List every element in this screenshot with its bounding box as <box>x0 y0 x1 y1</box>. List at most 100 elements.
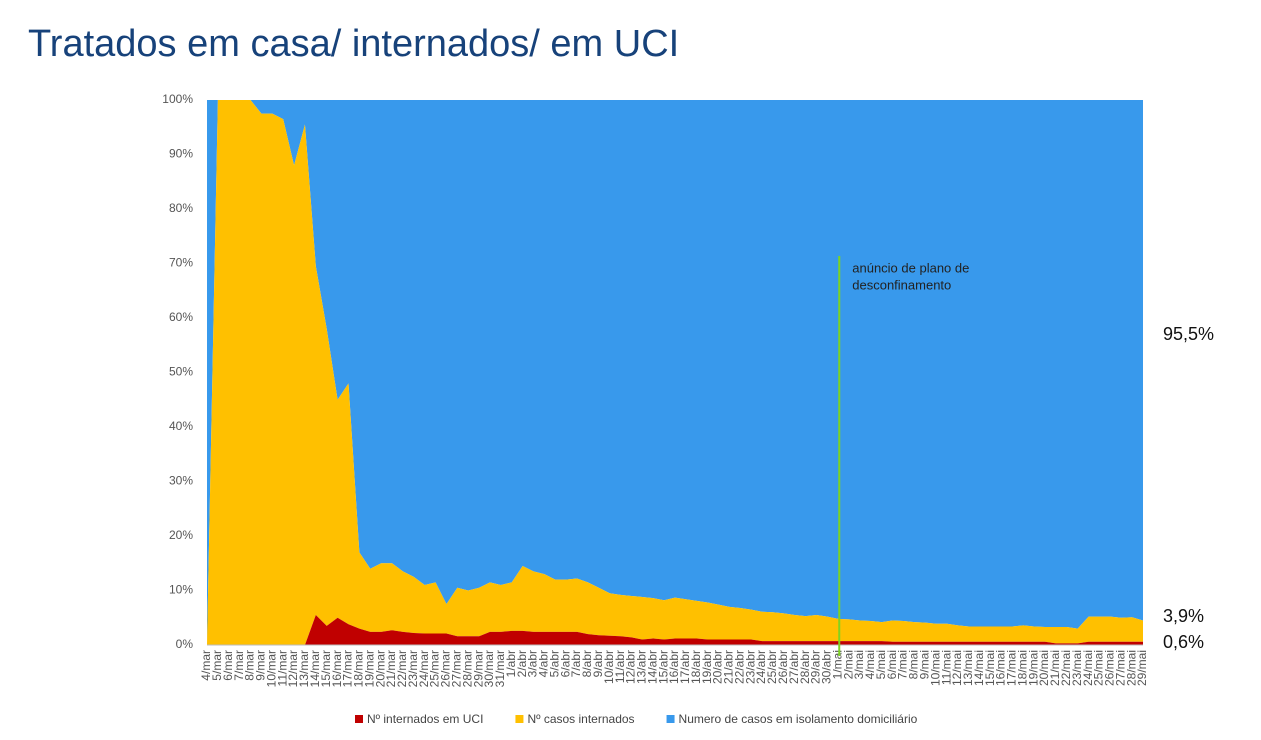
x-tick-label: 12/abr <box>624 650 638 684</box>
x-tick-label: 5/mar <box>210 650 224 681</box>
legend-label: Nº internados em UCI <box>367 712 483 726</box>
legend-label: Nº casos internados <box>527 712 634 726</box>
x-tick-label: 5/abr <box>547 650 561 677</box>
y-tick-label: 10% <box>169 583 193 597</box>
x-tick-label: 27/mar <box>449 650 463 687</box>
x-tick-label: 3/mai <box>852 650 866 679</box>
data-label: 0,6% <box>1163 632 1204 652</box>
x-tick-label: 26/mai <box>1103 650 1117 686</box>
x-tick-label: 9/abr <box>591 650 605 677</box>
x-tick-label: 20/mai <box>1037 650 1051 686</box>
x-tick-label: 26/abr <box>776 650 790 684</box>
x-tick-label: 16/mai <box>994 650 1008 686</box>
x-tick-label: 28/mai <box>1124 650 1138 686</box>
x-tick-label: 16/mar <box>330 650 344 687</box>
x-tick-label: 11/mai <box>939 650 953 685</box>
x-tick-label: 18/mar <box>352 650 366 687</box>
x-tick-label: 10/mai <box>928 650 942 686</box>
x-tick-label: 9/mar <box>254 650 268 681</box>
x-tick-label: 8/abr <box>580 650 594 677</box>
x-tick-label: 27/mai <box>1113 650 1127 686</box>
x-tick-label: 20/abr <box>711 650 725 684</box>
x-tick-label: 17/mar <box>341 650 355 687</box>
x-tick-label: 9/mai <box>917 650 931 679</box>
x-tick-label: 30/mar <box>482 650 496 687</box>
legend-swatch <box>666 715 675 723</box>
y-tick-label: 20% <box>169 528 193 542</box>
x-tick-label: 10/abr <box>602 650 616 684</box>
x-tick-label: 13/mai <box>961 650 975 686</box>
x-tick-label: 29/mai <box>1135 650 1149 686</box>
x-tick-label: 6/mai <box>885 650 899 679</box>
x-tick-label: 24/abr <box>754 650 768 684</box>
x-tick-label: 20/mar <box>373 650 387 687</box>
x-tick-label: 29/abr <box>809 650 823 684</box>
x-tick-label: 6/abr <box>558 650 572 677</box>
x-tick-label: 1/mai <box>830 650 844 679</box>
x-tick-label: 4/mai <box>863 650 877 679</box>
x-tick-label: 14/abr <box>645 650 659 684</box>
x-tick-label: 7/mai <box>896 650 910 679</box>
x-tick-label: 4/abr <box>537 650 551 677</box>
y-tick-label: 70% <box>169 256 193 270</box>
x-tick-label: 14/mai <box>972 650 986 686</box>
y-tick-label: 0% <box>176 637 194 651</box>
x-tick-label: 11/abr <box>613 650 627 683</box>
x-tick-label: 11/mar <box>275 650 289 686</box>
x-tick-label: 7/abr <box>569 650 583 677</box>
y-tick-label: 50% <box>169 365 193 379</box>
data-label: 3,9% <box>1163 606 1204 626</box>
x-tick-label: 22/mai <box>1059 650 1073 686</box>
y-tick-label: 40% <box>169 419 193 433</box>
x-tick-label: 12/mar <box>286 650 300 687</box>
x-tick-label: 23/mar <box>406 650 420 687</box>
x-tick-label: 24/mar <box>417 650 431 687</box>
x-tick-label: 4/mar <box>199 650 213 681</box>
x-tick-label: 19/abr <box>700 650 714 684</box>
x-tick-label: 5/mai <box>874 650 888 679</box>
x-tick-label: 2/abr <box>515 650 529 677</box>
x-tick-label: 8/mar <box>243 650 257 681</box>
x-tick-label: 2/mai <box>841 650 855 679</box>
legend-swatch <box>355 715 363 723</box>
x-tick-label: 10/mar <box>264 650 278 687</box>
area <box>207 615 1143 645</box>
x-tick-label: 22/abr <box>732 650 746 684</box>
x-tick-label: 21/mar <box>384 650 398 687</box>
x-tick-label: 17/abr <box>678 650 692 684</box>
x-tick-label: 16/abr <box>667 650 681 684</box>
x-tick-label: 27/abr <box>787 650 801 684</box>
x-tick-label: 31/mar <box>493 650 507 687</box>
x-tick-label: 21/mai <box>1048 650 1062 686</box>
x-tick-label: 26/mar <box>439 650 453 687</box>
x-tick-label: 24/mai <box>1081 650 1095 686</box>
x-tick-label: 23/abr <box>743 650 757 684</box>
legend-swatch <box>515 715 524 723</box>
annotation-text: anúncio de plano de <box>852 260 969 275</box>
x-tick-label: 17/mai <box>1005 650 1019 686</box>
x-tick-label: 19/mar <box>362 650 376 687</box>
x-tick-label: 12/mai <box>950 650 964 686</box>
x-tick-label: 25/abr <box>765 650 779 684</box>
x-tick-label: 6/mar <box>221 650 235 681</box>
area <box>207 100 1143 645</box>
y-tick-label: 100% <box>162 92 193 106</box>
x-tick-label: 1/abr <box>504 650 518 677</box>
y-tick-label: 80% <box>169 201 193 215</box>
x-tick-label: 15/mar <box>319 650 333 687</box>
x-tick-label: 7/mar <box>232 650 246 681</box>
chart-title: Tratados em casa/ internados/ em UCI <box>28 23 679 65</box>
annotation-text: desconfinamento <box>852 277 951 292</box>
area <box>207 100 1143 645</box>
x-tick-label: 25/mai <box>1092 650 1106 686</box>
x-tick-label: 28/abr <box>798 650 812 684</box>
x-tick-label: 30/abr <box>820 650 834 684</box>
y-tick-label: 60% <box>169 310 193 324</box>
x-tick-label: 13/mar <box>297 650 311 687</box>
x-tick-label: 28/mar <box>460 650 474 687</box>
x-tick-label: 14/mar <box>308 650 322 687</box>
legend-label: Numero de casos em isolamento domiciliár… <box>679 712 918 726</box>
x-tick-label: 13/abr <box>635 650 649 684</box>
x-tick-label: 3/abr <box>526 650 540 677</box>
